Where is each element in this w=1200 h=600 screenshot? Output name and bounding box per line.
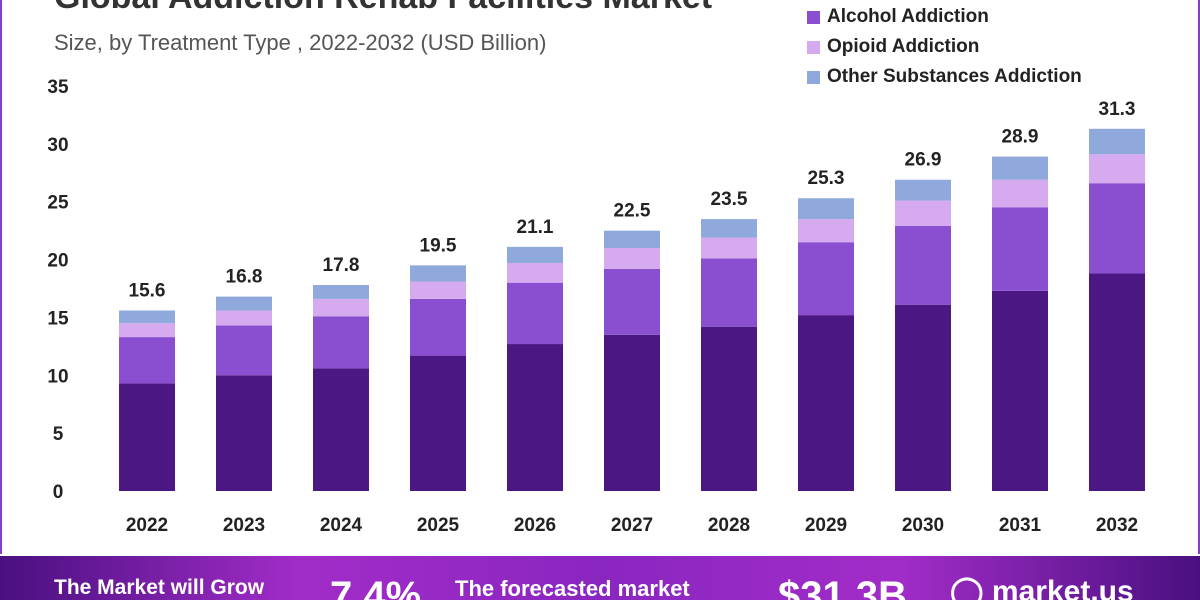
bar-segment [798, 315, 854, 491]
legend-swatch [807, 10, 820, 24]
bar-segment [507, 282, 563, 345]
y-tick-label: 5 [53, 424, 64, 445]
legend-swatch [807, 70, 820, 84]
bar-segment [604, 230, 660, 248]
bar-segment [604, 248, 660, 269]
data-label: 25.3 [808, 168, 845, 189]
bar-segment [1089, 183, 1145, 274]
bar-segment [119, 310, 175, 324]
bar-segment [410, 355, 466, 491]
bar-segment [410, 265, 466, 282]
data-label: 21.1 [517, 217, 554, 238]
bar-segment [410, 298, 466, 356]
bar-segment [1089, 128, 1145, 155]
chart-subtitle: Size, by Treatment Type , 2022-2032 (USD… [54, 30, 547, 55]
x-tick-label: 2022 [126, 515, 168, 536]
bar-segment [216, 310, 272, 326]
x-tick-label: 2030 [902, 515, 944, 536]
bar-chart: 0510152025303515.6202216.8202317.8202419… [47, 77, 1145, 536]
chart-title: Global Addiction Rehab Facilities Market [54, 0, 712, 17]
bar-segment [895, 179, 951, 201]
x-tick-label: 2028 [708, 515, 750, 536]
bar-segment [992, 156, 1048, 180]
bar-segment [604, 334, 660, 491]
grow-text: The Market will Grow [54, 576, 265, 599]
bar-segment [410, 281, 466, 299]
data-label: 22.5 [614, 201, 651, 222]
y-tick-label: 20 [47, 251, 68, 272]
bar-segment [507, 344, 563, 491]
x-tick-label: 2027 [611, 515, 653, 536]
bar-segment [992, 290, 1048, 491]
legend-label: Opioid Addiction [827, 36, 980, 57]
legend-label: Other Substances Addiction [827, 66, 1082, 87]
x-tick-label: 2024 [320, 515, 363, 536]
legend-swatch [807, 40, 820, 54]
bar-segment [313, 316, 369, 369]
bar-segment [701, 326, 757, 491]
bar-segment [313, 285, 369, 299]
y-tick-label: 15 [47, 308, 69, 329]
bar-segment [798, 198, 854, 220]
bar-segment [216, 325, 272, 376]
bar-segment [1089, 154, 1145, 184]
y-tick-label: 10 [47, 366, 68, 387]
y-tick-label: 30 [47, 135, 68, 156]
bar-segment [216, 296, 272, 311]
data-label: 26.9 [905, 150, 942, 171]
bar-segment [992, 179, 1048, 208]
bar-segment [701, 219, 757, 238]
legend-label: Alcohol Addiction [827, 6, 989, 27]
bar-segment [895, 200, 951, 227]
legend-item-alcohol: Alcohol Addiction [807, 2, 1082, 32]
bar-segment [798, 219, 854, 243]
y-tick-label: 35 [47, 77, 69, 98]
bar-segment [895, 304, 951, 491]
data-label: 23.5 [711, 189, 748, 210]
x-tick-label: 2023 [223, 515, 265, 536]
bar-segment [701, 237, 757, 259]
forecast-text: The forecasted market [455, 576, 690, 600]
data-label: 28.9 [1002, 127, 1039, 148]
logo-icon: ◯ [950, 575, 984, 600]
bar-segment [701, 258, 757, 327]
bar-segment [119, 383, 175, 491]
x-tick-label: 2026 [514, 515, 556, 536]
legend-item-other: Other Substances Addiction [807, 62, 1082, 92]
data-label: 31.3 [1099, 99, 1136, 120]
bar-segment [313, 368, 369, 491]
bar-segment [119, 323, 175, 338]
bar-segment [992, 207, 1048, 291]
y-tick-label: 0 [53, 482, 64, 503]
logo-text: market.us [991, 575, 1134, 600]
x-tick-label: 2031 [999, 515, 1042, 536]
x-tick-label: 2029 [805, 515, 847, 536]
bar-segment [119, 337, 175, 384]
data-label: 15.6 [129, 280, 166, 301]
market-us-logo: ◯ market.us [950, 574, 1134, 600]
bar-segment [1089, 273, 1145, 491]
bar-segment [895, 226, 951, 305]
legend: Alcohol Addiction Opioid Addiction Other… [807, 2, 1082, 92]
bar-segment [507, 246, 563, 264]
data-label: 16.8 [226, 267, 263, 288]
forecast-value: $31.3B [778, 574, 907, 600]
bar-segment [604, 268, 660, 335]
cagr-value: 7.4% [330, 574, 422, 600]
x-tick-label: 2025 [417, 515, 460, 536]
footer-banner: The Market will Grow 7.4% The forecasted… [0, 556, 1200, 600]
bar-segment [507, 263, 563, 283]
bar-segment [216, 375, 272, 491]
bar-segment [798, 242, 854, 316]
x-tick-label: 2032 [1096, 515, 1138, 536]
data-label: 19.5 [420, 235, 457, 256]
data-label: 17.8 [323, 255, 360, 276]
y-tick-label: 25 [47, 193, 69, 214]
legend-item-opioid: Opioid Addiction [807, 32, 1082, 62]
bar-segment [313, 298, 369, 317]
